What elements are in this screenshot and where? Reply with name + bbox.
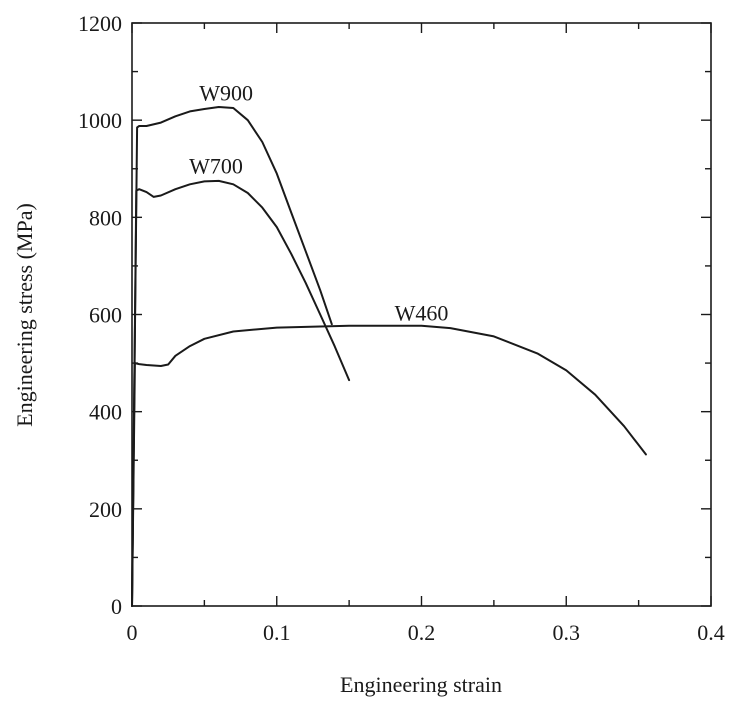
curve-w700 <box>131 179 351 607</box>
axis-tick-labels: 0 0.1 0.2 0.3 0.4 0 200 400 600 800 1000 1200 <box>78 11 725 645</box>
y-tick-label: 1200 <box>78 11 122 36</box>
y-tick-label: 800 <box>89 205 122 230</box>
y-tick-label: 400 <box>89 400 122 425</box>
x-tick-label: 0.3 <box>553 620 581 645</box>
x-tick-label: 0.1 <box>263 620 291 645</box>
x-axis-title: Engineering strain <box>340 672 502 697</box>
curve-w460 <box>131 324 647 607</box>
curve-w900 <box>131 106 333 607</box>
x-tick-label: 0 <box>127 620 138 645</box>
series-label-w900: W900 <box>199 81 253 106</box>
axis-ticks <box>131 22 712 607</box>
y-tick-label: 200 <box>89 497 122 522</box>
series-label-w460: W460 <box>395 300 449 325</box>
x-tick-label: 0.2 <box>408 620 436 645</box>
y-axis-title: Engineering stress (MPa) <box>12 203 37 427</box>
x-tick-label: 0.4 <box>697 620 725 645</box>
series-label-w700: W700 <box>189 154 243 179</box>
series-labels: W900 W700 W460 <box>189 81 448 326</box>
y-tick-label: 0 <box>111 594 122 619</box>
y-tick-label: 1000 <box>78 108 122 133</box>
y-tick-label: 600 <box>89 303 122 328</box>
data-curves <box>131 106 647 607</box>
